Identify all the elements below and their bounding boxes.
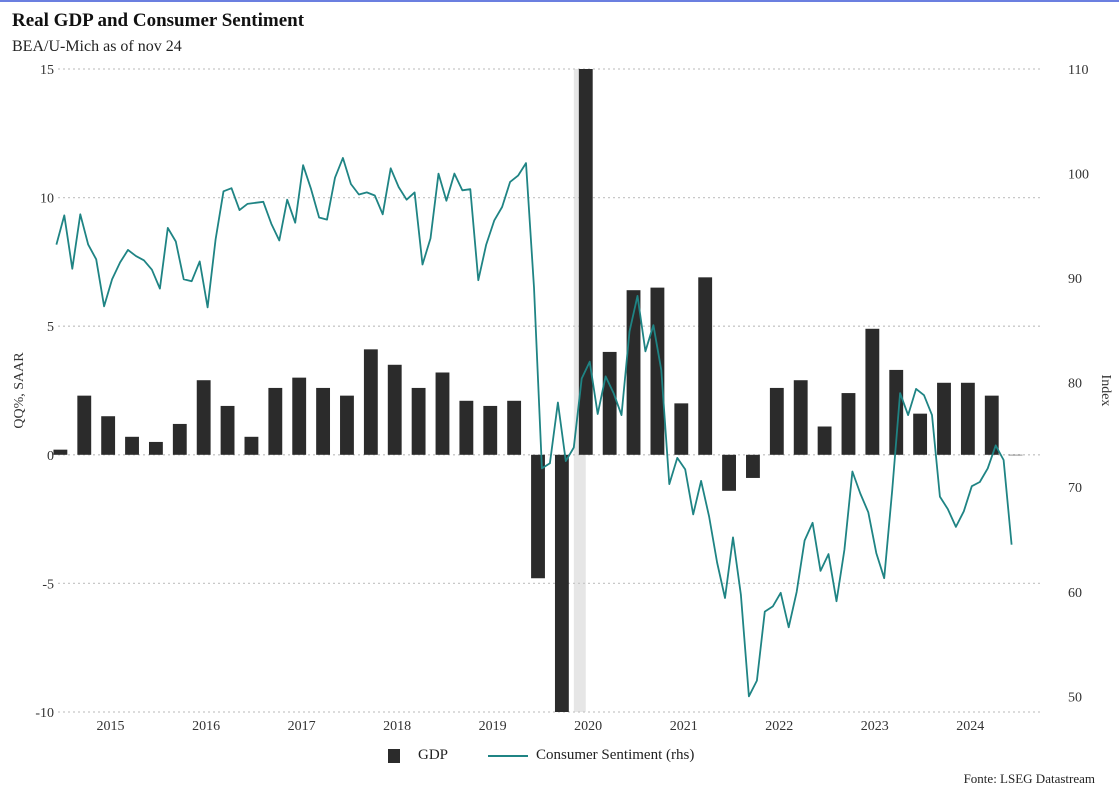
- gdp-bar: [769, 387, 784, 455]
- gdp-bar: [722, 454, 736, 491]
- gdp-bar: [483, 405, 498, 455]
- y-tick-label: 10: [40, 192, 54, 207]
- gdp-bar: [817, 426, 832, 455]
- y-tick-label: 15: [40, 63, 54, 78]
- y2-tick-label: 50: [1068, 690, 1082, 705]
- gdp-bar: [363, 349, 378, 455]
- x-tick-label: 2024: [956, 719, 984, 734]
- y2-tick-label: 100: [1068, 168, 1089, 183]
- gdp-bar: [1008, 454, 1023, 456]
- gdp-bar: [292, 377, 307, 455]
- gdp-bar: [960, 382, 975, 455]
- gdp-bar: [865, 328, 880, 455]
- gdp-bar: [125, 436, 139, 455]
- y2-axis-title: Index: [1098, 375, 1113, 407]
- gdp-bar: [937, 382, 951, 455]
- gdp-bar: [602, 351, 617, 455]
- y2-tick-label: 90: [1068, 272, 1082, 287]
- y-tick-label: -10: [35, 706, 54, 721]
- x-tick-label: 2021: [670, 719, 698, 734]
- gdp-bar: [268, 387, 283, 455]
- gdp-bar: [746, 454, 760, 478]
- gdp-bar: [316, 387, 331, 455]
- gdp-bar: [554, 454, 569, 712]
- gdp-bar: [196, 380, 211, 455]
- y2-tick-label: 110: [1068, 63, 1088, 78]
- gdp-bar: [507, 400, 522, 455]
- chart-title: Real GDP and Consumer Sentiment: [12, 10, 305, 31]
- legend-gdp-swatch: [388, 748, 400, 763]
- gdp-bar: [340, 395, 354, 455]
- legend: GDP Consumer Sentiment (rhs): [388, 747, 694, 764]
- gdp-bar: [889, 369, 904, 455]
- consumer-sentiment-line: [55, 156, 1013, 698]
- y2-tick-label: 80: [1068, 377, 1082, 392]
- y-tick-label: 5: [47, 320, 54, 335]
- gdp-bar: [387, 364, 402, 455]
- gdp-bar: [244, 436, 259, 455]
- gdp-bar: [913, 413, 928, 455]
- gdp-bar: [984, 395, 999, 455]
- gdp-bar: [531, 454, 545, 579]
- gdp-bar: [172, 423, 187, 455]
- x-tick-label: 2016: [192, 719, 220, 734]
- gdp-bar: [411, 387, 426, 455]
- gdp-bar: [53, 449, 68, 455]
- y2-tick-label: 70: [1068, 481, 1082, 496]
- y-tick-label: -5: [42, 577, 54, 592]
- top-accent-line: [0, 0, 1119, 2]
- legend-sentiment-swatch: [488, 754, 529, 757]
- x-tick-label: 2018: [383, 719, 411, 734]
- x-tick-label: 2017: [288, 719, 316, 734]
- y-tick-label: 0: [47, 449, 54, 464]
- x-tick-label: 2019: [479, 719, 507, 734]
- x-tick-label: 2022: [765, 719, 793, 734]
- gdp-bar: [698, 277, 713, 455]
- gdp-bar: [674, 403, 689, 455]
- gdp-bar: [578, 69, 593, 455]
- gdp-bar: [101, 416, 116, 455]
- gdp-bar: [841, 393, 856, 455]
- y2-tick-label: 60: [1068, 586, 1082, 601]
- gdp-bar: [435, 372, 450, 455]
- x-tick-label: 2020: [574, 719, 602, 734]
- legend-gdp-label: GDP: [418, 747, 449, 763]
- gdp-bar: [793, 380, 808, 455]
- gdp-bar: [77, 395, 92, 455]
- gdp-bar: [220, 405, 235, 455]
- chart-subtitle: BEA/U-Mich as of nov 24: [12, 38, 182, 55]
- y-axis-title: QQ%, SAAR: [12, 352, 27, 429]
- legend-sentiment-label: Consumer Sentiment (rhs): [536, 747, 695, 763]
- x-tick-label: 2015: [97, 719, 125, 734]
- gdp-bar: [459, 400, 474, 455]
- gdp-bar: [148, 441, 163, 455]
- x-tick-label: 2023: [861, 719, 889, 734]
- source-note: Fonte: LSEG Datastream: [963, 771, 1095, 786]
